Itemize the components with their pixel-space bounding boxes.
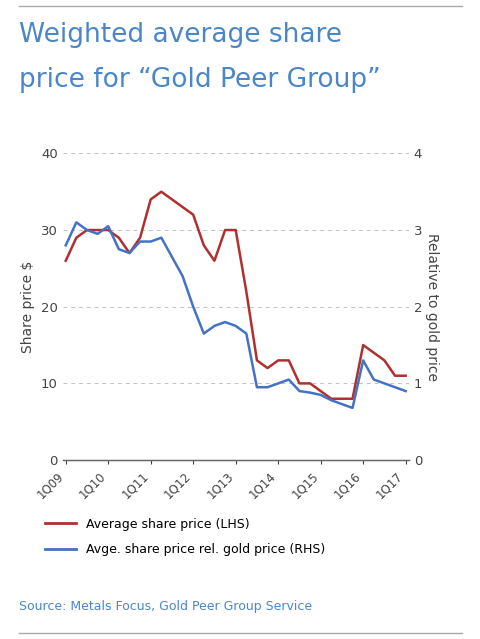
- Text: price for “Gold Peer Group”: price for “Gold Peer Group”: [19, 67, 380, 93]
- Text: Source: Metals Focus, Gold Peer Group Service: Source: Metals Focus, Gold Peer Group Se…: [19, 601, 312, 613]
- Legend: Average share price (LHS), Avge. share price rel. gold price (RHS): Average share price (LHS), Avge. share p…: [45, 518, 324, 556]
- Y-axis label: Share price $: Share price $: [21, 261, 35, 353]
- Text: Weighted average share: Weighted average share: [19, 22, 342, 49]
- Y-axis label: Relative to gold price: Relative to gold price: [424, 233, 438, 381]
